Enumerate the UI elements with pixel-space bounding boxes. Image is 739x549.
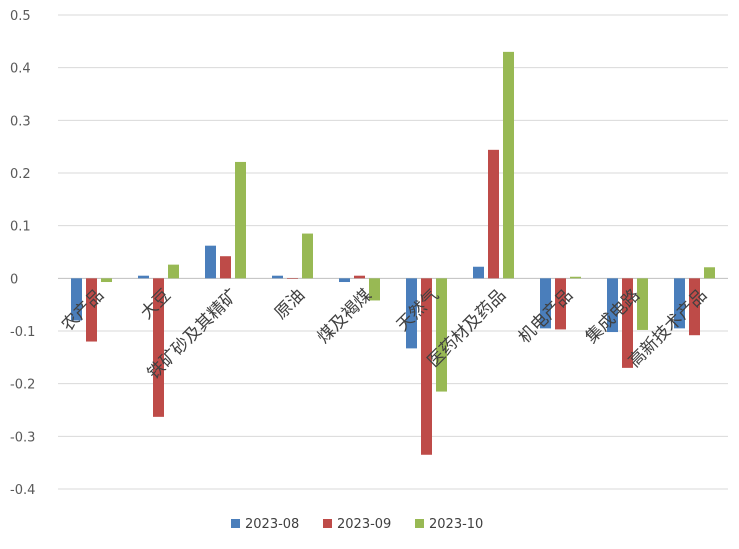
x-category-label: 原油	[271, 285, 309, 323]
bar-2023-09-机电产品	[555, 278, 566, 330]
bars	[71, 51, 715, 455]
bar-2023-08-医药材及药品	[473, 266, 484, 279]
x-category-label: 农产品	[58, 285, 108, 335]
x-category-label: 大豆	[137, 285, 175, 323]
bar-2023-10-煤及褐煤	[369, 278, 380, 301]
y-tick-label: -0.2	[10, 378, 35, 393]
bar-2023-10-医药材及药品	[503, 51, 514, 279]
gridlines	[58, 14, 728, 490]
bar-2023-10-农产品	[101, 278, 112, 283]
bar-2023-08-集成电路	[607, 278, 618, 333]
bar-2023-10-铁矿砂及其精矿	[235, 161, 246, 279]
bar-2023-08-煤及褐煤	[339, 278, 350, 283]
bar-2023-08-铁矿砂及其精矿	[205, 245, 216, 279]
bar-2023-10-集成电路	[637, 278, 648, 330]
y-tick-label: 0.5	[10, 9, 31, 24]
bar-2023-08-大豆	[138, 275, 149, 279]
legend-swatch	[415, 519, 424, 528]
y-tick-label: -0.1	[10, 325, 35, 340]
y-tick-label: -0.3	[10, 430, 35, 445]
bar-2023-08-农产品	[71, 278, 82, 321]
bar-2023-08-机电产品	[540, 278, 551, 329]
bar-2023-08-原油	[272, 275, 283, 279]
bar-2023-09-原油	[287, 278, 298, 279]
bar-2023-09-煤及褐煤	[354, 275, 365, 279]
bar-2023-09-农产品	[86, 278, 97, 342]
bar-2023-09-高新技术产品	[689, 278, 700, 336]
bar-2023-09-大豆	[153, 278, 164, 417]
bar-2023-10-原油	[302, 233, 313, 279]
legend: 2023-08 2023-09 2023-10	[231, 517, 483, 532]
bar-2023-10-机电产品	[570, 276, 581, 279]
y-tick-label: 0.3	[10, 114, 31, 129]
y-tick-label: 0	[10, 272, 18, 287]
bar-2023-08-高新技术产品	[674, 278, 685, 329]
bar-2023-10-高新技术产品	[704, 267, 715, 279]
bar-2023-08-天然气	[406, 278, 417, 349]
y-tick-label: 0.2	[10, 167, 31, 182]
y-tick-label: 0.1	[10, 220, 31, 235]
legend-label: 2023-09	[337, 517, 391, 532]
legend-swatch	[231, 519, 240, 528]
legend-swatch	[323, 519, 332, 528]
y-tick-label: 0.4	[10, 62, 31, 77]
bar-2023-09-医药材及药品	[488, 149, 499, 279]
x-category-label: 天然气	[393, 285, 443, 335]
legend-label: 2023-08	[245, 517, 299, 532]
y-axis-tick-labels: 0.5 0.4 0.3 0.2 0.1 0 -0.1 -0.2 -0.3 -0.4	[10, 9, 35, 498]
bar-2023-10-大豆	[168, 264, 179, 279]
y-tick-label: -0.4	[10, 483, 35, 498]
bar-2023-09-集成电路	[622, 278, 633, 368]
x-category-label: 煤及褐煤	[314, 285, 376, 347]
bar-2023-09-铁矿砂及其精矿	[220, 256, 231, 279]
legend-label: 2023-10	[429, 517, 483, 532]
bar-2023-09-天然气	[421, 278, 432, 455]
bar-2023-10-天然气	[436, 278, 447, 392]
